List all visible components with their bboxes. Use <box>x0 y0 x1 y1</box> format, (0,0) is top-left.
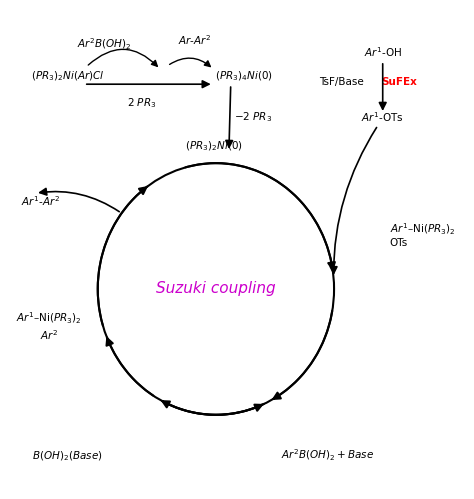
Text: $Ar^1$–Ni$(PR_3)_2$
$Ar^2$: $Ar^1$–Ni$(PR_3)_2$ $Ar^2$ <box>16 310 82 342</box>
Text: Suzuki coupling: Suzuki coupling <box>156 281 276 296</box>
Text: $(PR_3)_2Ni(0)$: $(PR_3)_2Ni(0)$ <box>185 139 243 153</box>
Text: $-2\ PR_3$: $-2\ PR_3$ <box>234 110 272 124</box>
Text: $Ar^1$-$Ar^2$: $Ar^1$-$Ar^2$ <box>21 194 60 208</box>
Text: $Ar^2B(OH)_2 + Base$: $Ar^2B(OH)_2 + Base$ <box>281 448 374 464</box>
Text: $(PR_3)_2Ni(Ar)Cl$: $(PR_3)_2Ni(Ar)Cl$ <box>31 69 104 83</box>
Text: TsF/Base: TsF/Base <box>319 77 364 87</box>
Text: $Ar^1$-OTs: $Ar^1$-OTs <box>361 110 404 124</box>
Text: $2\ PR_3$: $2\ PR_3$ <box>127 96 156 110</box>
Text: $Ar^1$-OH: $Ar^1$-OH <box>364 45 402 59</box>
Text: $Ar$-$Ar^2$: $Ar$-$Ar^2$ <box>178 33 212 47</box>
Text: SuFEx: SuFEx <box>381 77 417 87</box>
Text: $Ar^2B(OH)_2$: $Ar^2B(OH)_2$ <box>77 37 132 52</box>
Text: $Ar^1$–Ni$(PR_3)_2$
OTs: $Ar^1$–Ni$(PR_3)_2$ OTs <box>390 221 456 248</box>
Text: $(PR_3)_4Ni(0)$: $(PR_3)_4Ni(0)$ <box>215 69 273 83</box>
Text: $B(OH)_2(Base)$: $B(OH)_2(Base)$ <box>32 449 103 463</box>
